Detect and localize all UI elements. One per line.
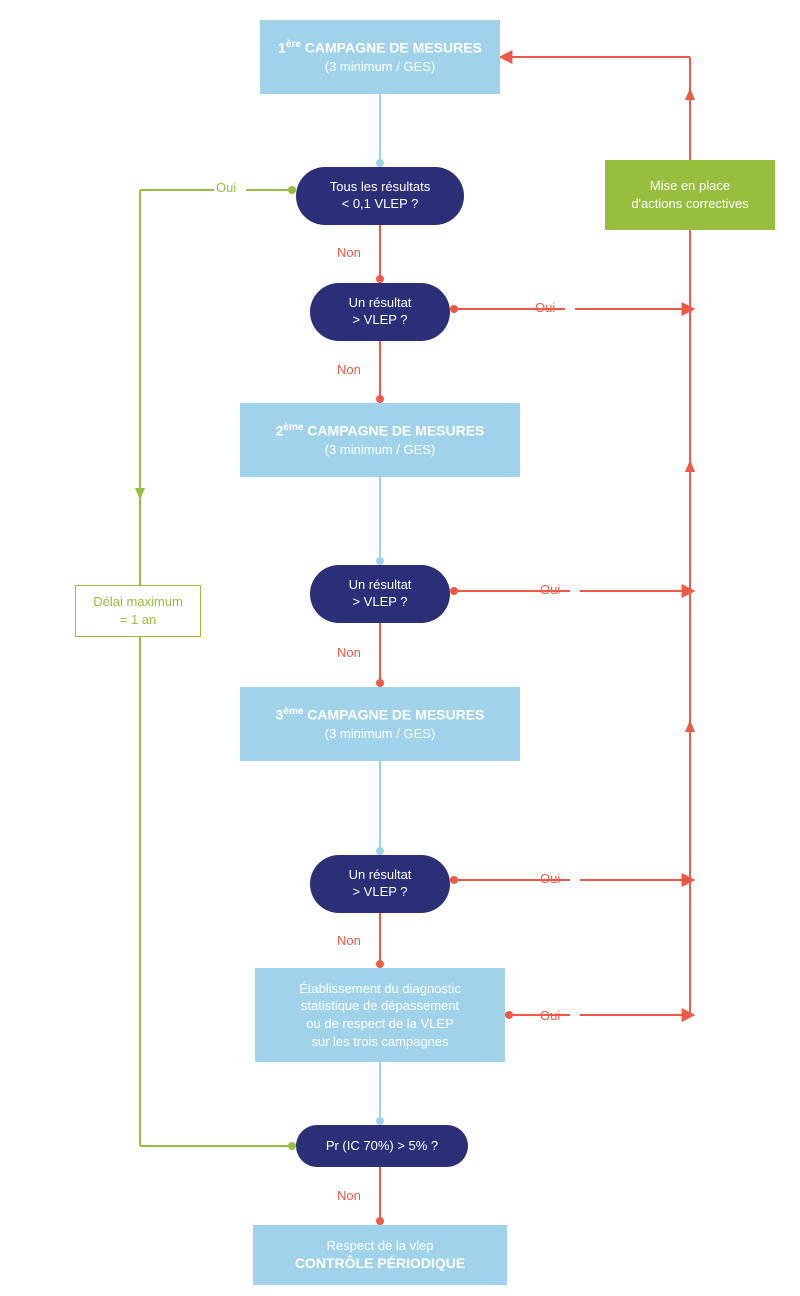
diag-l4: sur les trois campagnes <box>311 1033 448 1051</box>
campaign-1-title-sup: ère <box>286 39 301 50</box>
q1-line1: Tous les résultats <box>330 179 430 196</box>
action-l1: Mise en place <box>650 177 730 195</box>
diag-l2: statistique de dépassement <box>301 997 459 1015</box>
campaign-1-box: 1ère CAMPAGNE DE MESURES (3 minimum / GE… <box>260 20 500 94</box>
action-l2: d'actions correctives <box>631 195 748 213</box>
campaign-2-title-post: CAMPAGNE DE MESURES <box>303 423 484 439</box>
q5-line1: Pr (IC 70%) > 5% ? <box>326 1138 438 1155</box>
decision-q3: Un résultat > VLEP ? <box>310 565 450 623</box>
q3-line1: Un résultat <box>349 577 412 594</box>
q1-line2: < 0,1 VLEP ? <box>342 196 419 213</box>
delai-l2: = 1 an <box>120 611 157 629</box>
campaign-1-title-post: CAMPAGNE DE MESURES <box>301 40 482 56</box>
label-oui-diag: Oui <box>540 1008 560 1023</box>
campaign-3-title-sup: ème <box>283 706 303 717</box>
label-oui-q2: Oui <box>535 300 555 315</box>
campaign-2-box: 2ème CAMPAGNE DE MESURES (3 minimum / GE… <box>240 403 520 477</box>
label-non-q2: Non <box>337 362 361 377</box>
campaign-1-title-pre: 1 <box>278 40 286 56</box>
label-non-q3: Non <box>337 645 361 660</box>
delay-box: Délai maximum = 1 an <box>75 585 201 637</box>
label-non-q5: Non <box>337 1188 361 1203</box>
final-l2: CONTRÔLE PÉRIODIQUE <box>295 1254 465 1273</box>
campaign-1-sub: (3 minimum / GES) <box>325 58 436 76</box>
campaign-3-sub: (3 minimum / GES) <box>325 725 436 743</box>
decision-q2: Un résultat > VLEP ? <box>310 283 450 341</box>
diagnostic-box: Établissement du diagnostic statistique … <box>255 968 505 1062</box>
label-non-q4: Non <box>337 933 361 948</box>
diag-l3: ou de respect de la VLEP <box>306 1015 453 1033</box>
diag-l1: Établissement du diagnostic <box>299 980 461 998</box>
delai-l1: Délai maximum <box>93 593 183 611</box>
q4-line1: Un résultat <box>349 867 412 884</box>
campaign-3-title-post: CAMPAGNE DE MESURES <box>303 707 484 723</box>
label-non-q1: Non <box>337 245 361 260</box>
campaign-2-title-sup: ème <box>283 422 303 433</box>
label-oui-q1: Oui <box>216 180 236 195</box>
corrective-actions-box: Mise en place d'actions correctives <box>605 160 775 230</box>
decision-q4: Un résultat > VLEP ? <box>310 855 450 913</box>
decision-q1: Tous les résultats < 0,1 VLEP ? <box>296 167 464 225</box>
q2-line1: Un résultat <box>349 295 412 312</box>
decision-q5: Pr (IC 70%) > 5% ? <box>296 1125 468 1167</box>
label-oui-q4: Oui <box>540 871 560 886</box>
q3-line2: > VLEP ? <box>352 594 407 611</box>
q4-line2: > VLEP ? <box>352 884 407 901</box>
label-oui-q3: Oui <box>540 582 560 597</box>
campaign-3-box: 3ème CAMPAGNE DE MESURES (3 minimum / GE… <box>240 687 520 761</box>
campaign-2-sub: (3 minimum / GES) <box>325 441 436 459</box>
flowchart-canvas: 1ère CAMPAGNE DE MESURES (3 minimum / GE… <box>0 0 800 1296</box>
final-l1: Respect de la vlep <box>327 1237 434 1255</box>
final-box: Respect de la vlep CONTRÔLE PÉRIODIQUE <box>253 1225 507 1285</box>
q2-line2: > VLEP ? <box>352 312 407 329</box>
